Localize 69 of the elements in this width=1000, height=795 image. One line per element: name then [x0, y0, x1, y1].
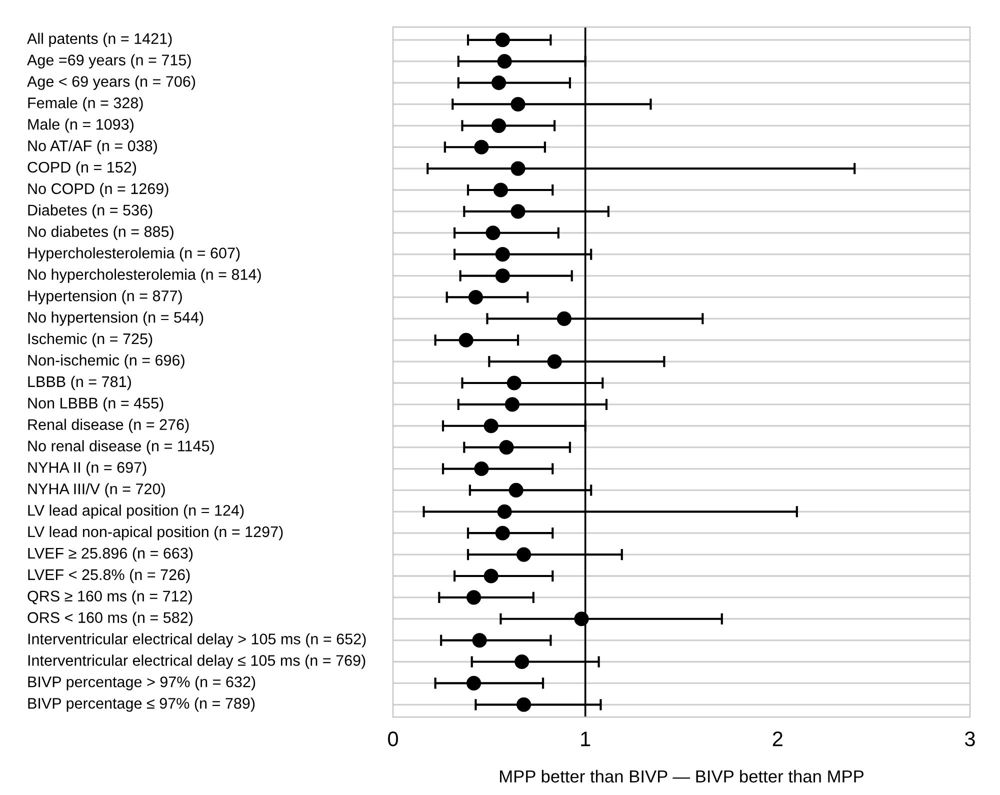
y-tick-label: Diabetes (n = 536): [28, 204, 152, 219]
y-tick-label: LVEF < 25.8% (n = 726): [28, 568, 190, 584]
y-tick-label: Interventricular electrical delay ≤ 105 ms (n = 769): [28, 654, 366, 669]
point: [506, 376, 522, 390]
point: [547, 354, 562, 369]
x-axis-title: MPP better than BIVP — BIVP better than MPP: [500, 770, 864, 783]
y-tick-label: BIVP percentage ≤ 97% (n = 789): [28, 698, 255, 712]
point: [510, 96, 526, 112]
point: [574, 612, 589, 626]
y-tick-label: LV lead non-apical position (n = 1297): [28, 526, 283, 540]
point: [493, 182, 508, 198]
y-tick-label: LBBB (n = 781): [28, 376, 131, 390]
y-tick-label: QRS ≥ 160 ms (n = 712): [28, 590, 192, 605]
point: [499, 440, 514, 455]
point: [510, 204, 526, 219]
y-tick-label: No hypercholesterolemia (n = 814): [28, 268, 261, 283]
point: [510, 161, 526, 176]
point: [484, 568, 498, 584]
y-tick-label: No COPD (n = 1269): [28, 182, 168, 198]
y-tick-label: COPD (n = 152): [28, 161, 136, 176]
y-tick-label: Renal disease (n = 276): [28, 418, 189, 433]
y-tick-label: NYHA II (n = 697): [28, 462, 146, 476]
y-tick-label: No hypertension (n = 544): [28, 312, 204, 326]
y-tick-label: ORS < 160 ms (n = 582): [28, 612, 192, 626]
point: [474, 140, 489, 154]
point: [492, 118, 506, 133]
y-tick-label: Hypercholesterolemia (n = 607): [28, 247, 240, 262]
y-tick-label: BIVP percentage > 97% (n = 632): [28, 676, 256, 690]
y-tick-label: Non LBBB (n = 455): [28, 397, 164, 412]
y-tick-label: Non-ischemic (n = 696): [28, 354, 184, 369]
point: [458, 332, 474, 348]
y-tick-label: No AT/AF (n = 038): [28, 140, 157, 154]
point: [486, 226, 500, 240]
y-tick-label: Age =69 years (n = 715): [27, 54, 191, 68]
point: [466, 676, 482, 690]
point: [472, 633, 487, 648]
y-tick-label: Male (n = 1093): [28, 118, 134, 133]
y-tick-label: Interventricular electrical delay > 105 ms (n = 652): [28, 633, 366, 648]
point: [495, 32, 510, 48]
point: [556, 311, 572, 326]
point: [516, 697, 532, 712]
point: [474, 461, 489, 476]
y-tick-label: No diabetes (n = 885): [28, 226, 174, 240]
y-tick-label: LVEF ≥ 25.896 (n = 663): [28, 547, 193, 562]
x-tick-label: 1: [581, 732, 590, 746]
y-tick-label: Female (n = 328): [28, 97, 143, 112]
point: [495, 268, 510, 284]
y-tick-label: Age < 69 years (n = 706): [27, 76, 196, 90]
point: [466, 590, 482, 605]
point: [504, 397, 520, 412]
point: [508, 482, 524, 498]
y-tick-label: Hypertension (n = 877): [28, 290, 182, 304]
y-tick-label: NYHA III/V (n = 720): [28, 483, 165, 498]
point: [492, 76, 506, 90]
point: [497, 54, 512, 69]
x-tick-label: 0: [388, 732, 398, 746]
x-tick-label: 2: [772, 732, 782, 746]
point: [468, 290, 483, 305]
point: [484, 418, 498, 434]
y-tick-label: All patents (n = 1421): [27, 32, 172, 48]
y-tick-label: No renal disease (n = 1145): [28, 440, 214, 454]
y-tick-label: LV lead apical position (n = 124): [28, 504, 244, 519]
point: [495, 526, 510, 540]
y-tick-label: Ischemic (n = 725): [28, 332, 152, 348]
point: [516, 547, 532, 562]
point: [497, 504, 512, 519]
x-tick-label: 3: [965, 732, 975, 746]
point: [514, 654, 530, 670]
point: [495, 247, 510, 262]
